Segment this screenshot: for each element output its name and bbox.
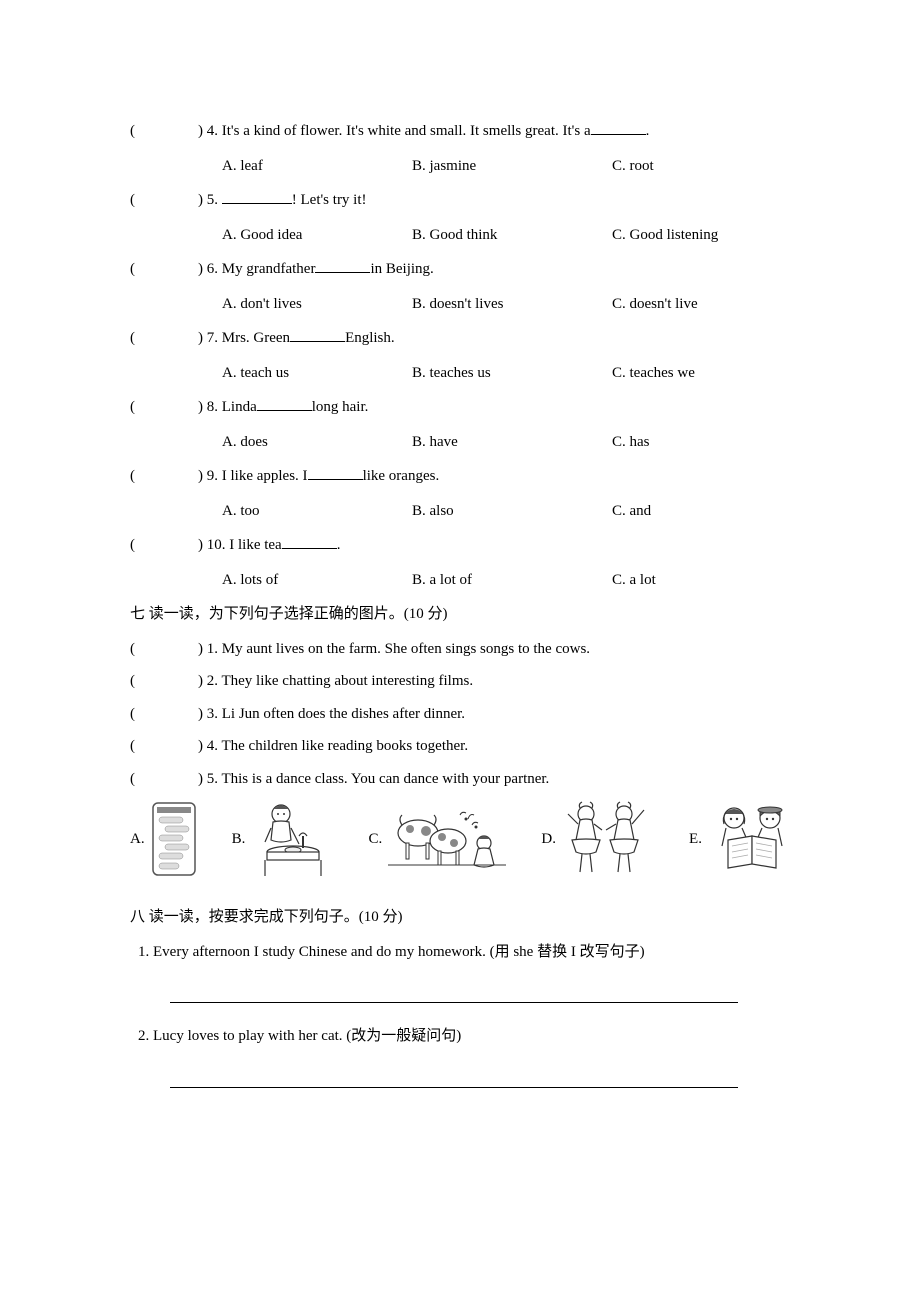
choice-c[interactable]: C. has (612, 431, 790, 454)
answer-paren[interactable]: ( (130, 703, 198, 726)
match-text: ) 5. This is a dance class. You can danc… (198, 768, 549, 791)
match-text: ) 3. Li Jun often does the dishes after … (198, 703, 465, 726)
match-item-4: ( ) 4. The children like reading books t… (130, 735, 790, 758)
answer-paren[interactable]: ( (130, 638, 198, 661)
match-item-1: ( ) 1. My aunt lives on the farm. She of… (130, 638, 790, 661)
dancing-girls-icon (562, 800, 654, 878)
choice-c[interactable]: C. teaches we (612, 362, 790, 385)
choices-4: A. leaf B. jasmine C. root (130, 155, 790, 178)
rewrite-q2: 2. Lucy loves to play with her cat. (改为一… (138, 1025, 790, 1048)
rewrite-q1: 1. Every afternoon I study Chinese and d… (138, 941, 790, 964)
dishes-boy-icon (251, 800, 333, 878)
image-option-c[interactable]: C. (369, 801, 507, 877)
choice-c[interactable]: C. doesn't live (612, 293, 790, 316)
section-7-title: 七 读一读，为下列句子选择正确的图片。(10 分) (130, 603, 790, 626)
answer-paren[interactable]: ( (130, 327, 198, 350)
choice-c[interactable]: C. Good listening (612, 224, 790, 247)
choice-a[interactable]: A. Good idea (222, 224, 412, 247)
question-text: ) 4. It's a kind of flower. It's white a… (198, 120, 790, 143)
choice-c[interactable]: C. a lot (612, 569, 790, 592)
choice-a[interactable]: A. leaf (222, 155, 412, 178)
image-option-e[interactable]: E. (689, 802, 796, 876)
section-7-items: ( ) 1. My aunt lives on the farm. She of… (130, 638, 790, 791)
answer-paren[interactable]: ( (130, 534, 198, 557)
answer-paren[interactable]: ( (130, 189, 198, 212)
question-text: ) 6. My grandfatherin Beijing. (198, 258, 790, 281)
answer-paren[interactable]: ( (130, 258, 198, 281)
question-text: ) 5. ! Let's try it! (198, 189, 790, 212)
image-label: D. (541, 828, 556, 851)
answer-paren[interactable]: ( (130, 396, 198, 419)
match-text: ) 4. The children like reading books tog… (198, 735, 468, 758)
answer-paren[interactable]: ( (130, 465, 198, 488)
match-text: ) 1. My aunt lives on the farm. She ofte… (198, 638, 590, 661)
choice-b[interactable]: B. teaches us (412, 362, 612, 385)
question-10: ( ) 10. I like tea. (130, 534, 790, 557)
choices-6: A. don't lives B. doesn't lives C. doesn… (130, 293, 790, 316)
question-text: ) 9. I like apples. Ilike oranges. (198, 465, 790, 488)
choice-a[interactable]: A. teach us (222, 362, 412, 385)
question-6: ( ) 6. My grandfatherin Beijing. (130, 258, 790, 281)
question-text: ) 8. Lindalong hair. (198, 396, 790, 419)
answer-paren[interactable]: ( (130, 120, 198, 143)
match-item-5: ( ) 5. This is a dance class. You can da… (130, 768, 790, 791)
image-options-row: A. B. (130, 800, 796, 878)
image-label: A. (130, 828, 145, 851)
question-7: ( ) 7. Mrs. GreenEnglish. (130, 327, 790, 350)
section-6-questions: ( ) 4. It's a kind of flower. It's white… (130, 120, 790, 591)
answer-line-2[interactable] (170, 1068, 738, 1088)
answer-line-1[interactable] (170, 983, 738, 1003)
match-item-2: ( ) 2. They like chatting about interest… (130, 670, 790, 693)
question-9: ( ) 9. I like apples. Ilike oranges. (130, 465, 790, 488)
choice-b[interactable]: B. doesn't lives (412, 293, 612, 316)
choice-b[interactable]: B. a lot of (412, 569, 612, 592)
choices-7: A. teach us B. teaches us C. teaches we (130, 362, 790, 385)
question-text: ) 10. I like tea. (198, 534, 790, 557)
choices-8: A. does B. have C. has (130, 431, 790, 454)
answer-paren[interactable]: ( (130, 735, 198, 758)
image-option-d[interactable]: D. (541, 800, 654, 878)
section-8-title: 八 读一读，按要求完成下列句子。(10 分) (130, 906, 790, 929)
answer-paren[interactable]: ( (130, 670, 198, 693)
match-item-3: ( ) 3. Li Jun often does the dishes afte… (130, 703, 790, 726)
reading-kids-icon (708, 802, 796, 876)
choice-b[interactable]: B. have (412, 431, 612, 454)
choice-a[interactable]: A. don't lives (222, 293, 412, 316)
choice-c[interactable]: C. and (612, 500, 790, 523)
choice-a[interactable]: A. lots of (222, 569, 412, 592)
choices-10: A. lots of B. a lot of C. a lot (130, 569, 790, 592)
cows-singing-icon (388, 801, 506, 877)
choice-c[interactable]: C. root (612, 155, 790, 178)
image-option-a[interactable]: A. (130, 801, 197, 877)
choices-5: A. Good idea B. Good think C. Good liste… (130, 224, 790, 247)
image-option-b[interactable]: B. (232, 800, 334, 878)
chat-phone-icon (151, 801, 197, 877)
choice-b[interactable]: B. also (412, 500, 612, 523)
choice-a[interactable]: A. does (222, 431, 412, 454)
image-label: C. (369, 828, 383, 851)
choices-9: A. too B. also C. and (130, 500, 790, 523)
question-5: ( ) 5. ! Let's try it! (130, 189, 790, 212)
choice-b[interactable]: B. Good think (412, 224, 612, 247)
image-label: E. (689, 828, 702, 851)
question-8: ( ) 8. Lindalong hair. (130, 396, 790, 419)
choice-a[interactable]: A. too (222, 500, 412, 523)
choice-b[interactable]: B. jasmine (412, 155, 612, 178)
question-4: ( ) 4. It's a kind of flower. It's white… (130, 120, 790, 143)
question-text: ) 7. Mrs. GreenEnglish. (198, 327, 790, 350)
match-text: ) 2. They like chatting about interestin… (198, 670, 473, 693)
image-label: B. (232, 828, 246, 851)
answer-paren[interactable]: ( (130, 768, 198, 791)
